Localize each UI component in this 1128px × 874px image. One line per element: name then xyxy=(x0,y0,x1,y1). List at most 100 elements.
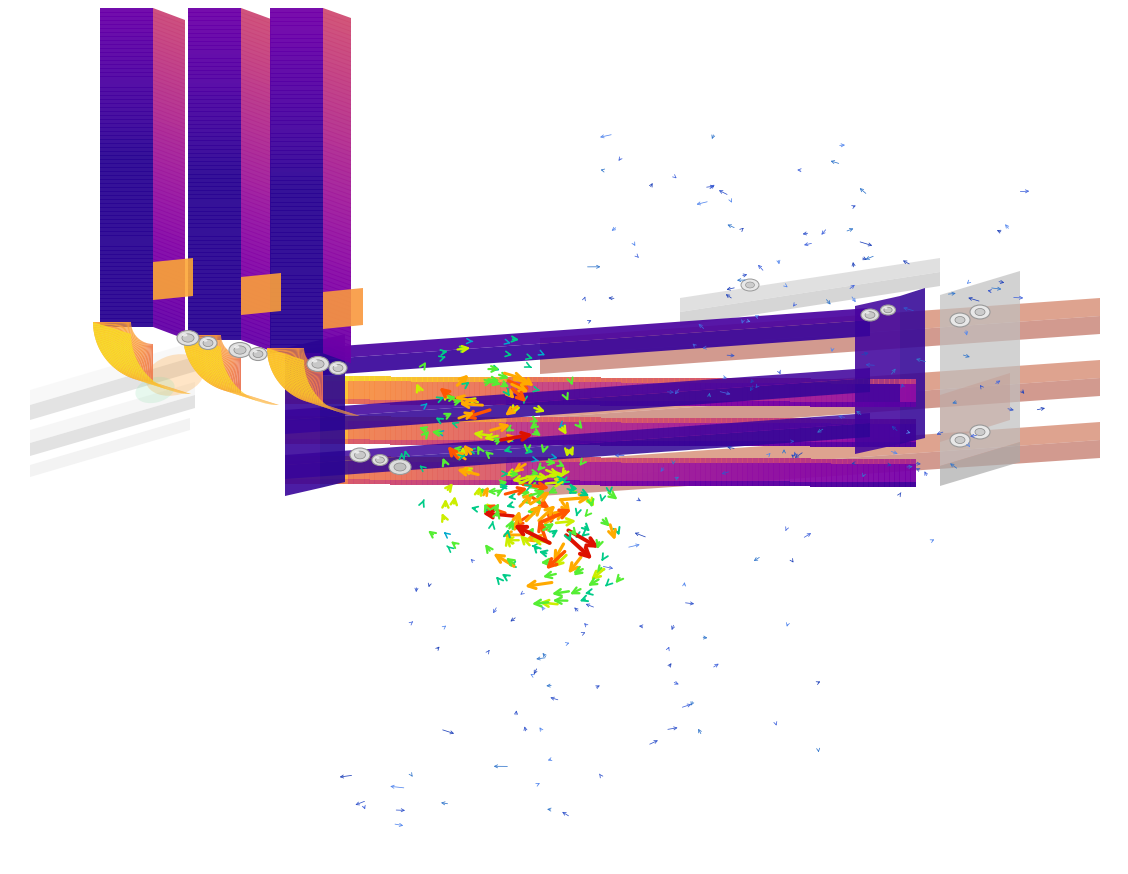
Bar xyxy=(689,418,696,446)
Polygon shape xyxy=(301,399,341,413)
Bar xyxy=(100,135,153,140)
Bar xyxy=(699,401,706,406)
Bar xyxy=(563,440,570,446)
Bar xyxy=(364,456,370,484)
Bar xyxy=(537,417,544,422)
Bar xyxy=(301,456,307,484)
Ellipse shape xyxy=(372,454,388,466)
Bar xyxy=(726,458,732,486)
Bar xyxy=(647,378,653,383)
Polygon shape xyxy=(323,288,351,303)
Polygon shape xyxy=(146,382,186,394)
Bar xyxy=(270,25,323,31)
Polygon shape xyxy=(241,120,271,135)
Polygon shape xyxy=(229,355,238,392)
Bar xyxy=(285,456,291,461)
Bar xyxy=(905,379,911,407)
Bar xyxy=(673,481,680,486)
Polygon shape xyxy=(183,335,221,337)
Polygon shape xyxy=(125,375,166,388)
Bar xyxy=(590,481,596,485)
Bar xyxy=(569,440,575,446)
Bar xyxy=(758,419,764,447)
Bar xyxy=(883,459,890,464)
Bar xyxy=(679,458,685,486)
Bar xyxy=(100,322,153,327)
Polygon shape xyxy=(323,184,351,199)
Bar xyxy=(453,480,459,485)
Polygon shape xyxy=(153,310,185,327)
Bar xyxy=(715,482,722,486)
Ellipse shape xyxy=(354,451,365,459)
Bar xyxy=(841,402,848,406)
Bar xyxy=(495,400,501,405)
Polygon shape xyxy=(323,305,351,320)
Bar xyxy=(883,459,890,487)
Polygon shape xyxy=(222,354,236,391)
Bar xyxy=(590,400,596,406)
Bar xyxy=(333,479,338,484)
Polygon shape xyxy=(272,370,309,384)
Polygon shape xyxy=(285,308,870,362)
Bar xyxy=(574,440,580,446)
Bar xyxy=(695,418,700,446)
Bar xyxy=(285,399,291,404)
Polygon shape xyxy=(210,352,231,385)
Bar xyxy=(895,402,900,407)
Bar xyxy=(301,416,307,421)
Polygon shape xyxy=(153,242,185,260)
Polygon shape xyxy=(153,100,185,116)
Bar xyxy=(879,402,884,407)
Bar xyxy=(653,481,659,486)
Polygon shape xyxy=(323,258,351,273)
Bar xyxy=(188,227,241,232)
Polygon shape xyxy=(153,151,185,168)
Bar xyxy=(359,440,364,444)
Polygon shape xyxy=(940,271,1020,466)
Bar xyxy=(188,191,241,195)
Bar xyxy=(622,418,627,422)
Bar xyxy=(669,441,675,446)
Bar xyxy=(715,441,722,446)
Bar xyxy=(353,416,360,444)
Bar xyxy=(899,379,906,384)
Polygon shape xyxy=(281,385,319,399)
Bar xyxy=(669,401,675,406)
Polygon shape xyxy=(136,379,177,392)
Polygon shape xyxy=(195,370,235,384)
Bar xyxy=(574,457,580,462)
Bar xyxy=(879,442,884,447)
Polygon shape xyxy=(214,386,254,399)
Bar xyxy=(321,479,328,484)
Bar xyxy=(311,376,317,381)
Polygon shape xyxy=(97,329,133,345)
Bar xyxy=(188,253,241,257)
Bar xyxy=(188,289,241,295)
Bar xyxy=(899,482,906,487)
Ellipse shape xyxy=(312,359,317,363)
Bar xyxy=(726,482,732,486)
Bar xyxy=(521,457,528,462)
Polygon shape xyxy=(323,128,351,143)
Bar xyxy=(100,179,153,184)
Ellipse shape xyxy=(389,460,411,475)
Polygon shape xyxy=(323,12,351,28)
Bar xyxy=(563,418,570,446)
Polygon shape xyxy=(323,124,351,140)
Ellipse shape xyxy=(741,279,759,291)
Bar xyxy=(626,378,633,383)
Bar xyxy=(285,456,291,484)
Bar xyxy=(353,440,360,444)
Bar xyxy=(270,262,323,267)
Polygon shape xyxy=(267,349,305,352)
Polygon shape xyxy=(217,353,233,388)
Bar xyxy=(469,400,475,405)
Bar xyxy=(527,400,532,406)
Polygon shape xyxy=(323,51,351,66)
Bar xyxy=(889,379,896,407)
Bar xyxy=(100,67,153,73)
Bar xyxy=(270,301,323,306)
Bar xyxy=(188,108,241,113)
Bar xyxy=(558,417,564,422)
Bar xyxy=(422,456,428,485)
